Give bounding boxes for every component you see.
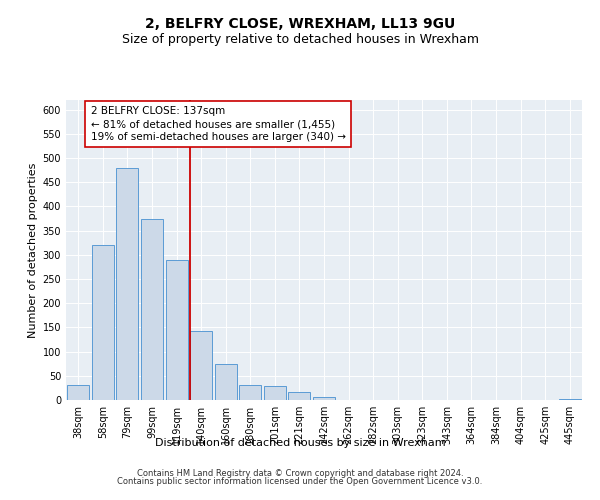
Y-axis label: Number of detached properties: Number of detached properties bbox=[28, 162, 38, 338]
Bar bbox=[239, 384, 262, 400]
Bar bbox=[559, 399, 581, 400]
Bar bbox=[289, 392, 310, 400]
Bar bbox=[264, 386, 286, 400]
Text: 2 BELFRY CLOSE: 137sqm
← 81% of detached houses are smaller (1,455)
19% of semi-: 2 BELFRY CLOSE: 137sqm ← 81% of detached… bbox=[91, 106, 346, 142]
Text: Distribution of detached houses by size in Wrexham: Distribution of detached houses by size … bbox=[155, 438, 445, 448]
Text: Contains HM Land Registry data © Crown copyright and database right 2024.: Contains HM Land Registry data © Crown c… bbox=[137, 468, 463, 477]
Bar bbox=[67, 384, 89, 400]
Bar bbox=[141, 218, 163, 400]
Bar bbox=[92, 245, 114, 400]
Text: Contains public sector information licensed under the Open Government Licence v3: Contains public sector information licen… bbox=[118, 477, 482, 486]
Text: 2, BELFRY CLOSE, WREXHAM, LL13 9GU: 2, BELFRY CLOSE, WREXHAM, LL13 9GU bbox=[145, 18, 455, 32]
Bar bbox=[215, 364, 237, 400]
Text: Size of property relative to detached houses in Wrexham: Size of property relative to detached ho… bbox=[121, 32, 479, 46]
Bar bbox=[313, 396, 335, 400]
Bar bbox=[190, 331, 212, 400]
Bar bbox=[116, 168, 139, 400]
Bar bbox=[166, 260, 188, 400]
